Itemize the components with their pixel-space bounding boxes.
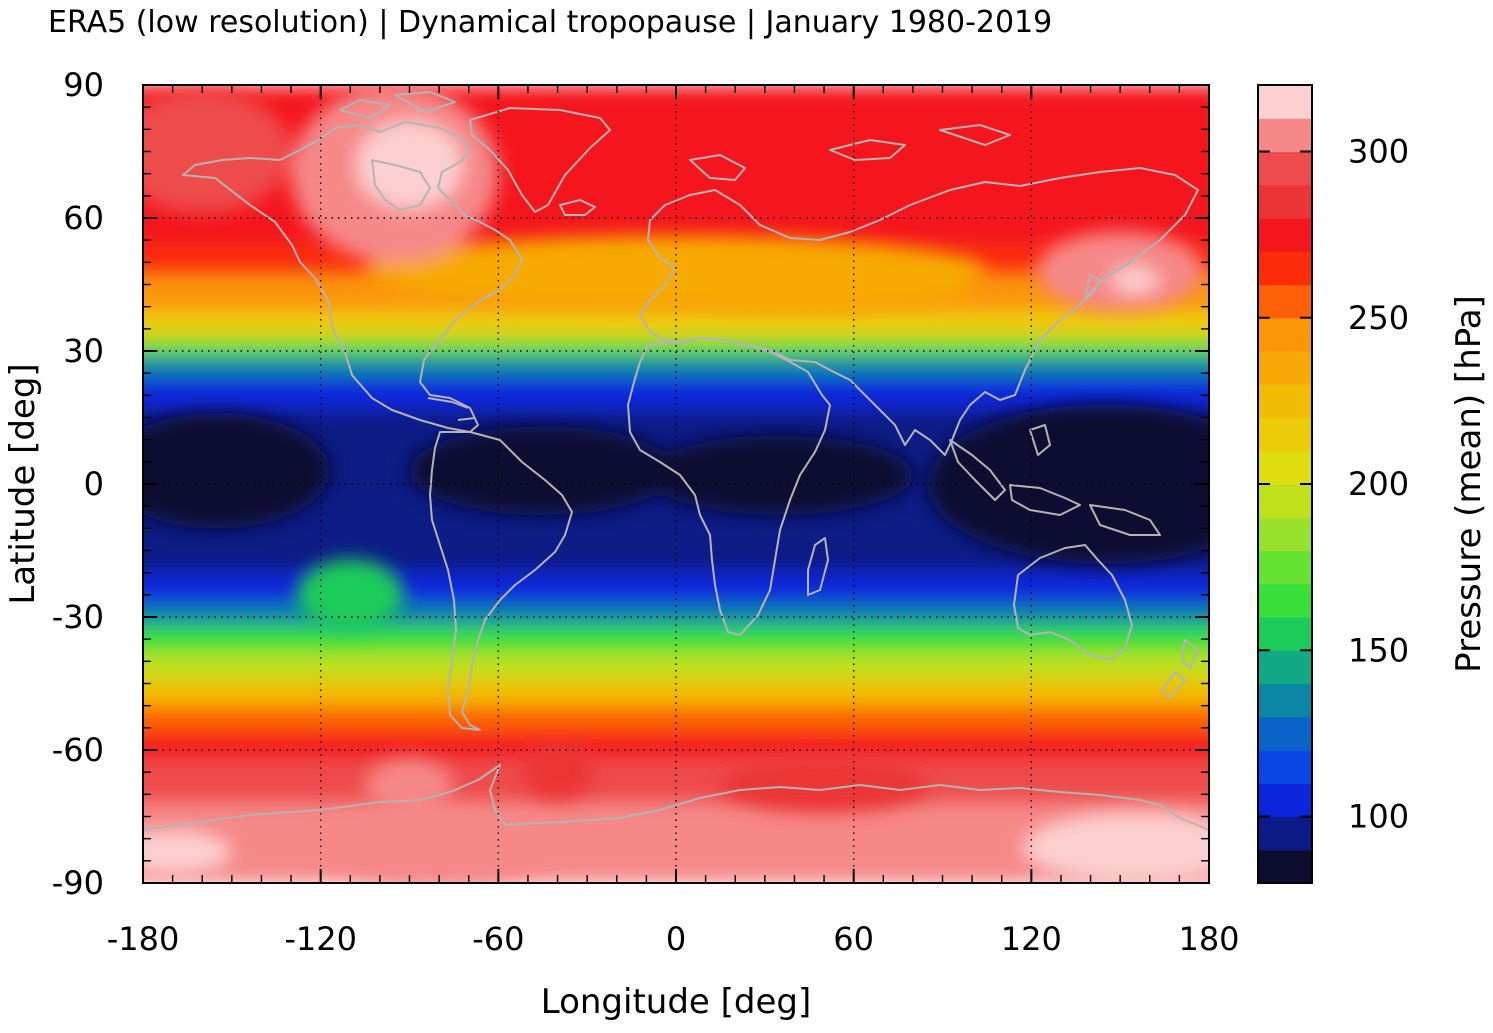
- colorbar-tick-label: 300: [1348, 133, 1409, 171]
- heatmap-region: [646, 435, 913, 516]
- x-tick-label: -60: [472, 920, 524, 958]
- colorbar-frame: [1257, 84, 1313, 884]
- heatmap-band: [143, 603, 1209, 626]
- heatmap-band: [143, 625, 1209, 653]
- colorbar-cell: [1258, 484, 1312, 518]
- heatmap-region: [522, 745, 594, 799]
- colorbar: 100 150 200 250 300 Pressure (mean) [hPa]: [1257, 84, 1489, 884]
- colorbar-cell: [1258, 783, 1312, 818]
- x-tick-label: -180: [107, 920, 180, 958]
- colorbar-cell: [1258, 184, 1312, 219]
- colorbar-cell: [1258, 517, 1312, 552]
- heatmap-region: [143, 829, 232, 875]
- colorbar-label: Pressure (mean) [hPa]: [1449, 295, 1489, 673]
- heatmap-band: [143, 652, 1209, 680]
- y-tick-label: 90: [63, 66, 104, 104]
- heatmap-band: [143, 355, 1209, 378]
- y-tick-labels: 90 60 30 0 -30 -60 -90: [52, 66, 104, 902]
- heatmap-region: [320, 812, 558, 883]
- colorbar-cell: [1258, 151, 1312, 186]
- heatmap-field: [143, 85, 1209, 883]
- colorbar-cell: [1258, 384, 1312, 419]
- y-tick-label: 0: [84, 465, 104, 503]
- y-tick-label: 30: [63, 332, 104, 370]
- heatmap-region: [1022, 812, 1209, 883]
- colorbar-cell: [1258, 284, 1312, 319]
- colorbar-cell: [1258, 351, 1312, 385]
- x-tick-label: 120: [1001, 920, 1062, 958]
- colorbar-cell: [1258, 450, 1312, 485]
- heatmap-region: [927, 404, 1209, 564]
- heatmap-region: [1111, 266, 1159, 294]
- colorbar-cell: [1258, 251, 1312, 286]
- x-tick-label: 60: [833, 920, 874, 958]
- colorbar-tick-label: 250: [1348, 299, 1409, 337]
- heatmap-band: [143, 311, 1209, 338]
- colorbar-cell: [1258, 650, 1312, 685]
- heatmap-region: [365, 758, 454, 813]
- colorbar-tick-label: 200: [1348, 465, 1409, 503]
- heatmap-region: [296, 559, 404, 631]
- y-tick-label: 60: [63, 199, 104, 237]
- chart-title: ERA5 (low resolution) | Dynamical tropop…: [48, 5, 1052, 40]
- colorbar-cell: [1258, 583, 1312, 618]
- colorbar-cell: [1258, 683, 1312, 718]
- heatmap-region: [356, 120, 463, 210]
- heatmap-band: [143, 732, 1209, 759]
- x-tick-label: -120: [284, 920, 357, 958]
- heatmap-region: [143, 413, 330, 529]
- colorbar-cell: [1258, 218, 1312, 252]
- heatmap-region: [616, 257, 973, 312]
- y-tick-label: -30: [52, 598, 104, 636]
- heatmap-region: [409, 426, 676, 516]
- colorbar-tick-label: 100: [1348, 798, 1409, 836]
- x-tick-labels: -180 -120 -60 0 60 120 180: [107, 920, 1240, 958]
- heatmap-region: [143, 89, 292, 214]
- colorbar-cell: [1258, 816, 1312, 851]
- y-axis-label: Latitude [deg]: [3, 363, 43, 604]
- grid-lines: [143, 85, 1209, 883]
- colorbar-cell: [1258, 317, 1312, 352]
- coastlines-overlay: [143, 91, 1209, 831]
- y-tick-label: -60: [52, 731, 104, 769]
- colorbar-cell: [1258, 716, 1312, 751]
- colorbar-cell: [1258, 417, 1312, 452]
- colorbar-cell: [1258, 849, 1312, 884]
- heatmap-band: [143, 377, 1209, 409]
- x-tick-label: 0: [666, 920, 686, 958]
- x-axis-label: Longitude [deg]: [541, 982, 812, 1022]
- colorbar-tick-label: 150: [1348, 631, 1409, 669]
- y-tick-label: -90: [52, 864, 104, 902]
- x-tick-label: 180: [1178, 920, 1239, 958]
- colorbar-cell: [1258, 617, 1312, 651]
- heatmap-region: [720, 758, 928, 813]
- plot-frame: [142, 84, 1210, 884]
- colorbar-cell: [1258, 85, 1312, 119]
- colorbar-cell: [1258, 750, 1312, 784]
- colorbar-cell: [1258, 118, 1312, 153]
- colorbar-cell: [1258, 550, 1312, 585]
